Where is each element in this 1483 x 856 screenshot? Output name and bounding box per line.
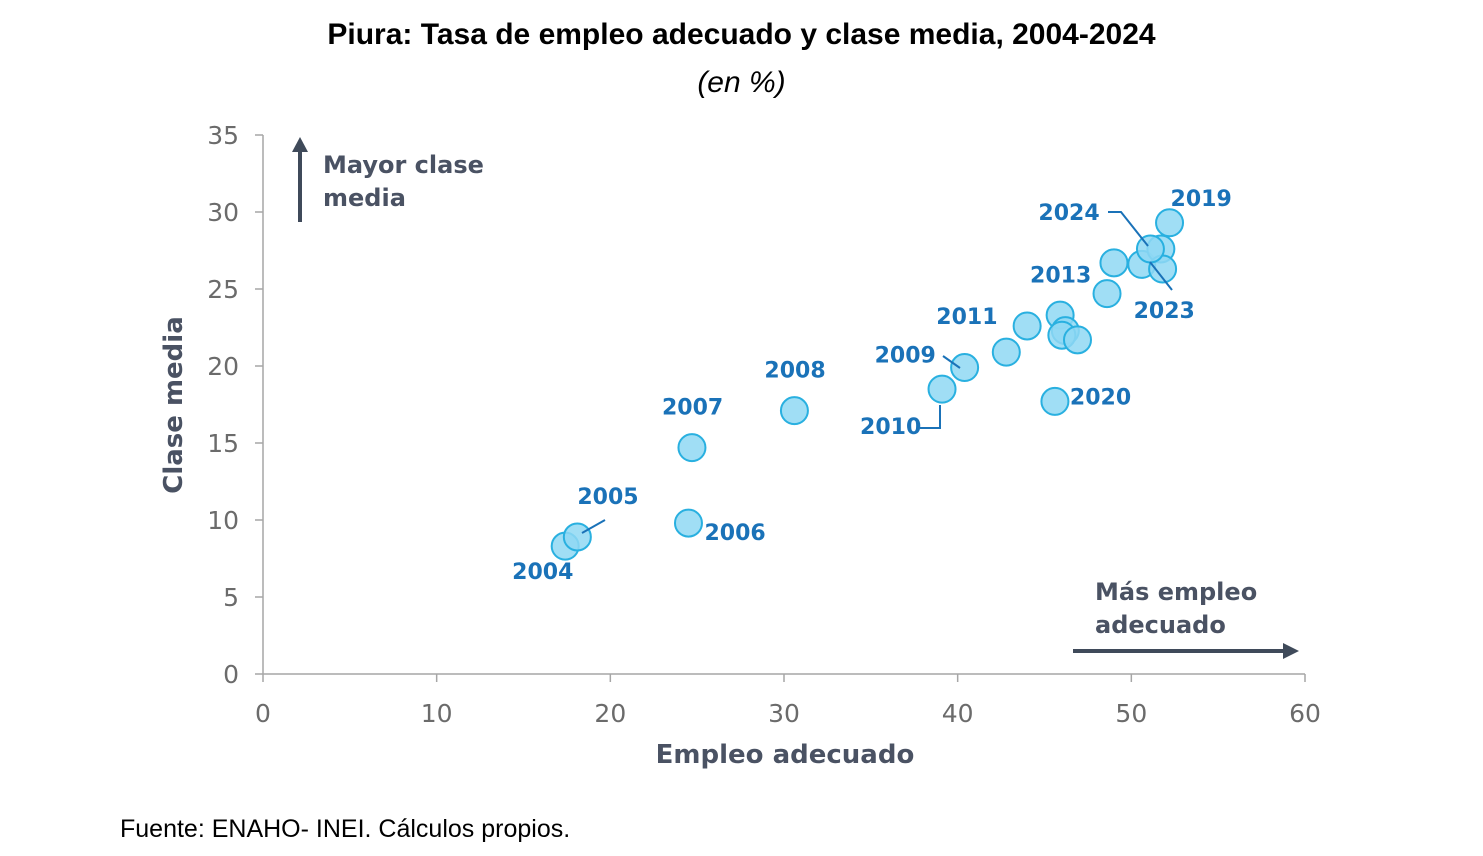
y-tick-label: 5 — [223, 583, 239, 612]
data-point-2019 — [1155, 208, 1185, 238]
y-tick-label: 30 — [207, 198, 239, 227]
x-tick-label: 10 — [421, 699, 453, 728]
x-tick-label: 30 — [768, 699, 800, 728]
point-label-2011: 2011 — [936, 305, 997, 330]
data-point-unlabeled — [1099, 248, 1129, 278]
y-tick-label: 35 — [207, 121, 239, 150]
leader-line-2005 — [581, 519, 606, 534]
data-point-2020 — [1040, 386, 1070, 416]
data-point-unlabeled — [1062, 325, 1092, 355]
data-point-2010 — [927, 374, 957, 404]
data-point-2013 — [1092, 279, 1122, 309]
x-arrow-label-line1: Más empleo — [1095, 578, 1257, 606]
y-tick-label: 15 — [207, 429, 239, 458]
y-tick-label: 10 — [207, 506, 239, 535]
point-label-2023: 2023 — [1134, 299, 1195, 324]
data-point-2008 — [779, 396, 809, 426]
point-label-2013: 2013 — [1030, 264, 1091, 289]
point-label-2019: 2019 — [1171, 187, 1232, 212]
point-label-2020: 2020 — [1070, 385, 1131, 410]
x-tick-label: 50 — [1115, 699, 1147, 728]
point-label-2010: 2010 — [860, 415, 921, 440]
y-axis-label: Clase media — [159, 316, 189, 494]
x-tick-label: 60 — [1289, 699, 1321, 728]
leader-line-2023 — [1149, 261, 1173, 291]
point-label-2007: 2007 — [662, 396, 723, 421]
data-point-2007 — [677, 433, 707, 463]
chart-subtitle: (en %) — [697, 66, 786, 99]
y-tick-label: 0 — [223, 660, 239, 689]
leader-line-2024 — [1108, 211, 1149, 247]
leader-line-2010 — [920, 405, 941, 429]
x-axis-label: Empleo adecuado — [656, 740, 915, 770]
x-tick-label: 20 — [594, 699, 626, 728]
data-point-2009 — [950, 353, 980, 383]
chart-title: Piura: Tasa de empleo adecuado y clase m… — [327, 18, 1156, 51]
y-tick-label: 25 — [207, 275, 239, 304]
data-point-2006 — [673, 508, 703, 538]
data-point-2005 — [562, 522, 592, 552]
source-note: Fuente: ENAHO- INEI. Cálculos propios. — [120, 815, 571, 843]
arrow-right-icon — [1283, 643, 1299, 659]
data-point-unlabeled — [1012, 311, 1042, 341]
x-arrow-label-line2: adecuado — [1095, 611, 1226, 639]
point-label-2009: 2009 — [875, 344, 936, 369]
data-point-2024 — [1135, 234, 1165, 264]
leader-line-2009 — [942, 355, 961, 369]
y-arrow-label-line1: Mayor clase — [323, 151, 484, 179]
point-label-2004: 2004 — [512, 560, 573, 585]
point-label-2024: 2024 — [1038, 201, 1099, 226]
point-label-2008: 2008 — [764, 359, 825, 384]
y-tick-label: 20 — [207, 352, 239, 381]
y-arrow-label-line2: media — [323, 184, 406, 212]
data-point-2011 — [991, 337, 1021, 367]
x-tick-label: 40 — [942, 699, 974, 728]
point-label-2006: 2006 — [704, 521, 765, 546]
x-tick-label: 0 — [255, 699, 271, 728]
arrow-up-icon — [292, 137, 308, 152]
point-label-2005: 2005 — [577, 485, 638, 510]
